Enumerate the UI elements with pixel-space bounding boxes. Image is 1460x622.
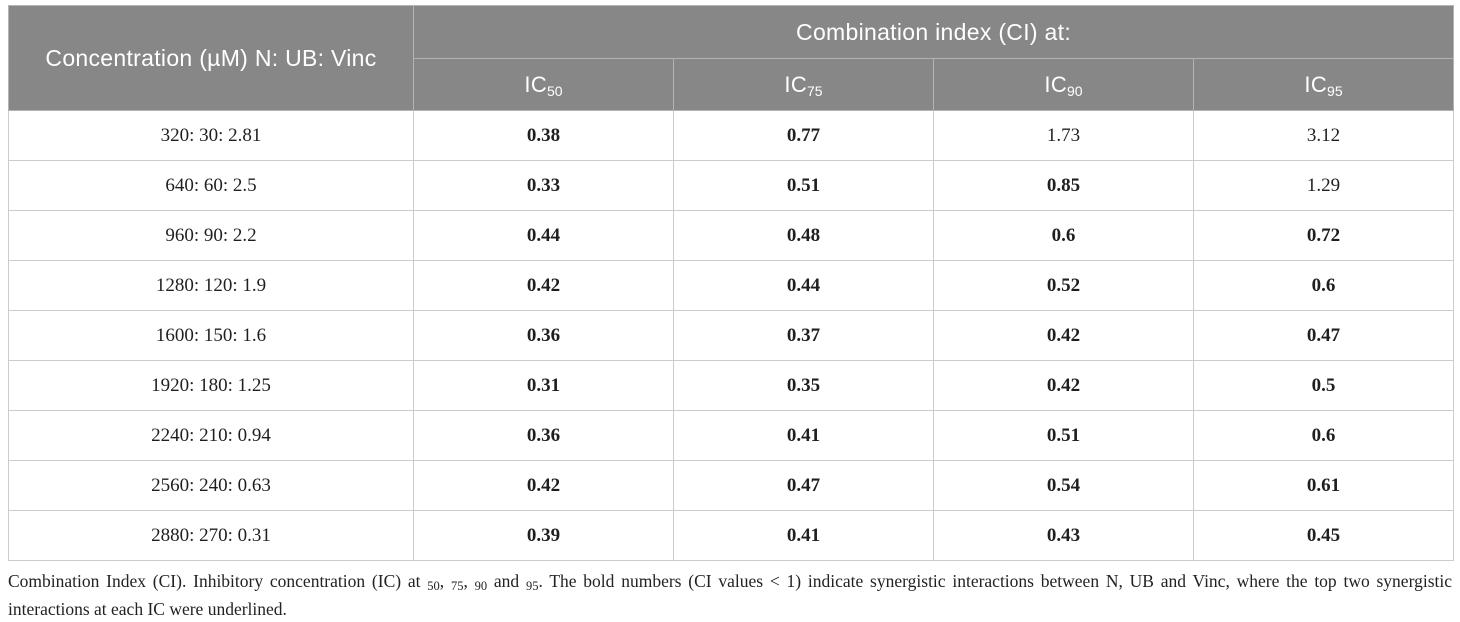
- concentration-cell: 1920: 180: 1.25: [8, 360, 414, 411]
- footnote-sub-95: 95: [525, 579, 539, 593]
- concentration-cell: 2880: 270: 0.31: [8, 510, 414, 561]
- ci-value-cell: 0.6: [1192, 410, 1455, 461]
- ci-value-cell: 0.51: [933, 410, 1194, 461]
- ci-value-cell: 0.52: [933, 260, 1194, 311]
- ci-value-cell: 0.42: [933, 360, 1194, 411]
- ci-value-cell: 0.47: [673, 460, 934, 511]
- table-header: Concentration (µM) N: UB: Vinc Combinati…: [8, 5, 1455, 111]
- footnote-sub-90: 90: [474, 579, 488, 593]
- ci-value-cell: 0.48: [673, 210, 934, 261]
- ic75-label: IC: [784, 71, 808, 97]
- ic90-subscript: 90: [1067, 82, 1083, 99]
- footnote-text: ,: [439, 571, 451, 591]
- table-row: 960: 90: 2.2 0.44 0.48 0.6 0.72: [8, 210, 1455, 261]
- table-row: 640: 60: 2.5 0.33 0.51 0.85 1.29: [8, 160, 1455, 211]
- concentration-cell: 320: 30: 2.81: [8, 110, 414, 161]
- ci-value-cell: 0.38: [413, 110, 674, 161]
- ci-value-cell: 1.73: [933, 110, 1194, 161]
- ci-value-cell: 0.31: [413, 360, 674, 411]
- ci-value-cell: 0.77: [673, 110, 934, 161]
- footnote-text: ,: [463, 571, 475, 591]
- col-header-concentration: Concentration (µM) N: UB: Vinc: [8, 5, 414, 111]
- ci-value-cell: 0.36: [413, 410, 674, 461]
- footnote-text: and: [487, 571, 526, 591]
- ci-value-cell: 0.6: [1192, 260, 1455, 311]
- ci-value-cell: 0.43: [933, 510, 1194, 561]
- header-row-ic: IC50 IC75 IC90 IC95: [9, 58, 1455, 111]
- ci-value-cell: 0.72: [1192, 210, 1455, 261]
- ci-value-cell: 0.42: [413, 460, 674, 511]
- table-figure: Concentration (µM) N: UB: Vinc Combinati…: [0, 5, 1460, 619]
- ci-value-cell: 0.37: [673, 310, 934, 361]
- ci-table: Concentration (µM) N: UB: Vinc Combinati…: [8, 5, 1455, 561]
- table-row: 1280: 120: 1.9 0.42 0.44 0.52 0.6: [8, 260, 1455, 311]
- col-header-ic95: IC95: [1192, 58, 1455, 111]
- ci-value-cell: 0.44: [413, 210, 674, 261]
- ic90-label: IC: [1044, 71, 1068, 97]
- ci-value-cell: 3.12: [1192, 110, 1455, 161]
- col-header-combination-index: Combination index (CI) at:: [412, 5, 1455, 59]
- concentration-cell: 1280: 120: 1.9: [8, 260, 414, 311]
- ci-value-cell: 0.54: [933, 460, 1194, 511]
- concentration-cell: 1600: 150: 1.6: [8, 310, 414, 361]
- concentration-cell: 2560: 240: 0.63: [8, 460, 414, 511]
- ci-value-cell: 0.51: [673, 160, 934, 211]
- table-row: 1920: 180: 1.25 0.31 0.35 0.42 0.5: [8, 360, 1455, 411]
- concentration-cell: 2240: 210: 0.94: [8, 410, 414, 461]
- table-row: 320: 30: 2.81 0.38 0.77 1.73 3.12: [8, 110, 1455, 161]
- ic95-label: IC: [1304, 71, 1328, 97]
- footnote-text: Combination Index (CI). Inhibitory conce…: [8, 571, 428, 591]
- ci-value-cell: 0.41: [673, 510, 934, 561]
- footnote-sub-75: 75: [450, 579, 464, 593]
- ic75-subscript: 75: [807, 82, 823, 99]
- ci-value-cell: 0.85: [933, 160, 1194, 211]
- ci-value-cell: 0.39: [413, 510, 674, 561]
- ic50-label: IC: [524, 71, 548, 97]
- col-header-ic90: IC90: [933, 58, 1194, 111]
- col-header-ic75: IC75: [673, 58, 934, 111]
- ci-value-cell: 0.61: [1192, 460, 1455, 511]
- ci-value-cell: 0.33: [413, 160, 674, 211]
- header-row-top: Concentration (µM) N: UB: Vinc Combinati…: [8, 5, 1455, 111]
- table-row: 2880: 270: 0.31 0.39 0.41 0.43 0.45: [8, 510, 1455, 561]
- ci-value-cell: 0.36: [413, 310, 674, 361]
- ic50-subscript: 50: [547, 82, 563, 99]
- ci-value-cell: 0.41: [673, 410, 934, 461]
- table-footnote: Combination Index (CI). Inhibitory conce…: [8, 568, 1452, 622]
- ci-value-cell: 1.29: [1192, 160, 1455, 211]
- table-body: 320: 30: 2.81 0.38 0.77 1.73 3.12 640: 60: 2.…: [8, 110, 1455, 561]
- footnote-sub-50: 50: [427, 579, 440, 593]
- ci-value-cell: 0.35: [673, 360, 934, 411]
- ci-value-cell: 0.44: [673, 260, 934, 311]
- table-row: 2560: 240: 0.63 0.42 0.47 0.54 0.61: [8, 460, 1455, 511]
- ic95-subscript: 95: [1327, 82, 1343, 99]
- ci-value-cell: 0.47: [1192, 310, 1455, 361]
- ci-value-cell: 0.6: [933, 210, 1194, 261]
- ci-value-cell: 0.45: [1192, 510, 1455, 561]
- col-header-ic50: IC50: [413, 58, 674, 111]
- table-row: 2240: 210: 0.94 0.36 0.41 0.51 0.6: [8, 410, 1455, 461]
- concentration-cell: 960: 90: 2.2: [8, 210, 414, 261]
- ci-value-cell: 0.42: [413, 260, 674, 311]
- concentration-cell: 640: 60: 2.5: [8, 160, 414, 211]
- ci-value-cell: 0.42: [933, 310, 1194, 361]
- ci-value-cell: 0.5: [1192, 360, 1455, 411]
- table-row: 1600: 150: 1.6 0.36 0.37 0.42 0.47: [8, 310, 1455, 361]
